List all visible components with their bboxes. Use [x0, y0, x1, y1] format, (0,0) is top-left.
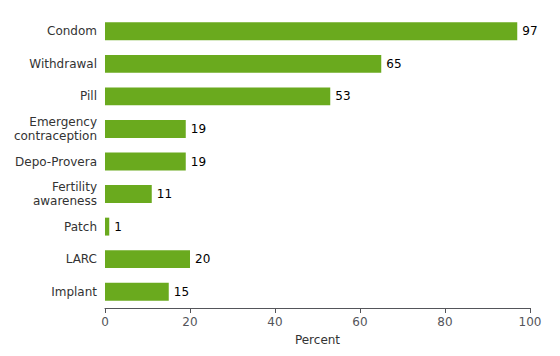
svg-text:LARC: LARC — [66, 252, 97, 266]
svg-text:Emergency: Emergency — [29, 115, 97, 129]
svg-text:Patch: Patch — [64, 220, 97, 234]
svg-text:contraception: contraception — [14, 129, 97, 143]
svg-text:19: 19 — [191, 122, 206, 136]
svg-text:15: 15 — [174, 285, 189, 299]
svg-text:1: 1 — [114, 220, 122, 234]
svg-text:20: 20 — [182, 315, 197, 329]
svg-text:11: 11 — [157, 187, 172, 201]
svg-text:19: 19 — [191, 155, 206, 169]
svg-text:Implant: Implant — [51, 285, 97, 299]
svg-text:20: 20 — [195, 252, 210, 266]
svg-text:awareness: awareness — [33, 194, 97, 208]
svg-text:40: 40 — [267, 315, 282, 329]
svg-text:0: 0 — [101, 315, 109, 329]
svg-text:80: 80 — [437, 315, 452, 329]
svg-text:Fertility: Fertility — [52, 180, 97, 194]
svg-text:100: 100 — [519, 315, 542, 329]
svg-text:60: 60 — [352, 315, 367, 329]
svg-text:Depo-Provera: Depo-Provera — [15, 155, 97, 169]
svg-text:Condom: Condom — [47, 24, 97, 38]
svg-text:97: 97 — [522, 24, 537, 38]
svg-text:Pill: Pill — [80, 89, 97, 103]
svg-text:Percent: Percent — [295, 333, 340, 347]
svg-text:65: 65 — [386, 57, 401, 71]
svg-text:53: 53 — [335, 89, 350, 103]
svg-text:Withdrawal: Withdrawal — [29, 57, 97, 71]
